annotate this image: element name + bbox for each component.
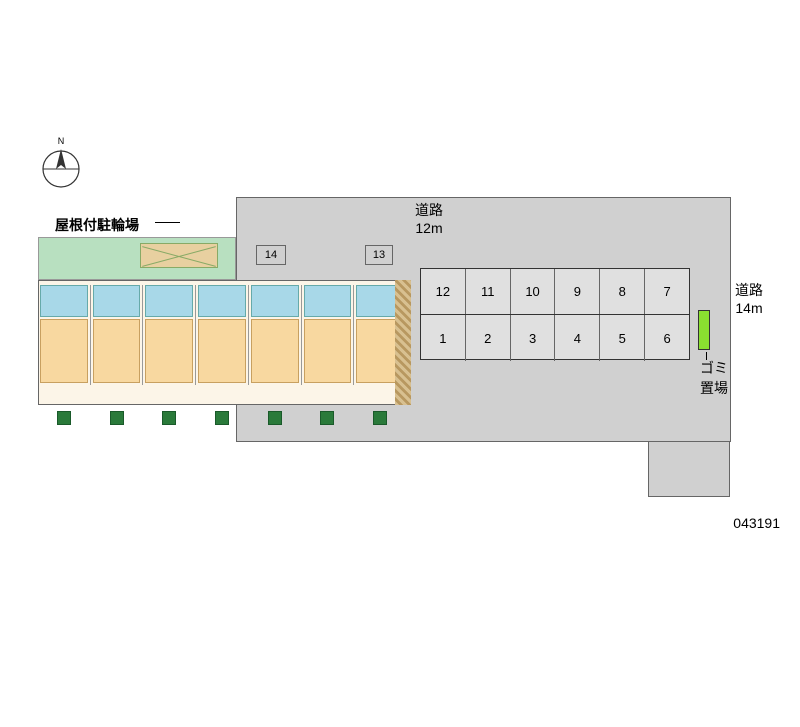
hatched-strip [395,280,411,405]
garbage-label-2: 置場 [700,378,728,398]
plan-id: 043191 [733,515,780,531]
unit-bath [251,285,299,317]
parking-space: 12 [421,269,466,314]
site-plan-canvas: N 屋根付駐輪場 道路 12m 道路 14m 14 13 12 11 10 [0,0,800,727]
unit-bath [40,285,88,317]
planter-row [38,408,406,428]
compass: N [40,135,82,195]
planter [268,411,282,425]
parking-space: 1 [421,315,466,361]
parking-row-top: 12 11 10 9 8 7 [421,269,689,315]
bike-label-connector [155,222,180,223]
unit-room [145,319,193,383]
bike-parking-label: 屋根付駐輪場 [55,215,139,235]
apartment-unit [91,285,144,385]
road-right-width: 14m [735,300,763,316]
unit-row [38,285,406,385]
road-right-label: 道路 14m [735,280,763,316]
parking-space: 5 [600,315,645,361]
parking-space: 3 [511,315,556,361]
parking-row-bottom: 1 2 3 4 5 6 [421,315,689,361]
garbage-station [698,310,710,350]
parking-lot: 12 11 10 9 8 7 1 2 3 4 5 6 [420,268,690,360]
apartment-unit [196,285,249,385]
planter [57,411,71,425]
apartment-unit [143,285,196,385]
road-top-label: 道路 12m [415,200,443,236]
planter [162,411,176,425]
bike-parking-area [140,243,218,268]
parking-space: 9 [555,269,600,314]
unit-room [40,319,88,383]
unit-room [251,319,299,383]
parking-space: 10 [511,269,556,314]
planter [215,411,229,425]
unit-bath [93,285,141,317]
road-top-name: 道路 [415,200,443,220]
parking-space: 2 [466,315,511,361]
garbage-label: ゴミ 置場 [700,358,728,398]
road-extension [648,442,730,497]
apartment-unit [302,285,355,385]
road-right-name: 道路 [735,280,763,300]
unit-bath [145,285,193,317]
compass-n: N [58,136,65,146]
apartment-unit [249,285,302,385]
ext-unit-14: 14 [256,245,286,265]
parking-space: 8 [600,269,645,314]
planter [110,411,124,425]
unit-room [93,319,141,383]
unit-bath [198,285,246,317]
planter [320,411,334,425]
parking-space: 6 [645,315,689,361]
road-top-width: 12m [415,220,443,236]
garbage-label-1: ゴミ [700,358,728,378]
unit-bath [304,285,352,317]
unit-room [198,319,246,383]
parking-space: 4 [555,315,600,361]
unit-room [304,319,352,383]
parking-space: 7 [645,269,689,314]
parking-space: 11 [466,269,511,314]
apartment-unit [38,285,91,385]
planter [373,411,387,425]
ext-unit-13: 13 [365,245,393,265]
